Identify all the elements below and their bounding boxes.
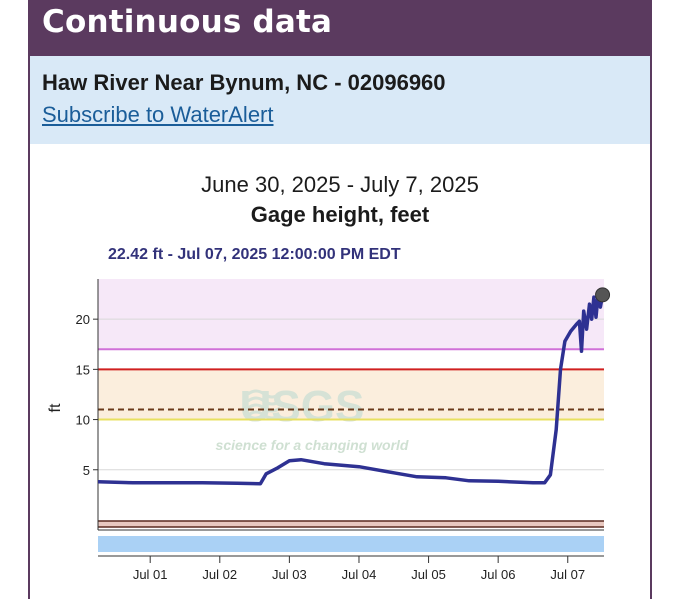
chart-tooltip: 22.42 ft - Jul 07, 2025 12:00:00 PM EDT	[108, 246, 401, 263]
chart-title: Gage height, feet	[250, 202, 430, 227]
latest-value-point	[595, 287, 611, 303]
usgs-watermark-wave	[247, 389, 281, 399]
gage-height-series-line	[97, 292, 605, 486]
panel-title: Continuous data	[42, 4, 333, 40]
x-tick-label-jul-03: Jul 03	[272, 567, 307, 582]
subscribe-wateralert-link[interactable]: Subscribe to WaterAlert	[42, 102, 274, 127]
y-tick-label-10: 10	[76, 413, 90, 428]
usgs-watermark-wave	[247, 396, 281, 406]
x-tick-label-jul-06: Jul 06	[481, 567, 516, 582]
lower-reference-band	[98, 521, 604, 527]
y-axis-label: ft	[47, 403, 64, 412]
chart-date-range: June 30, 2025 - July 7, 2025	[201, 172, 479, 197]
y-tick-label-5: 5	[83, 463, 90, 478]
y-tick-label-15: 15	[76, 362, 90, 377]
x-tick-label-jul-02: Jul 02	[202, 567, 237, 582]
x-tick-label-jul-05: Jul 05	[411, 567, 446, 582]
continuous-data-panel: Continuous data Haw River Near Bynum, NC…	[28, 0, 652, 599]
threshold-band-0	[98, 279, 604, 350]
threshold-band-2	[98, 369, 604, 420]
y-tick-label-20: 20	[76, 312, 90, 327]
usgs-watermark-tagline: science for a changing world	[216, 437, 409, 453]
usgs-watermark-wave	[247, 410, 281, 420]
site-name: Haw River Near Bynum, NC - 02096960	[42, 70, 446, 95]
usgs-watermark-wave	[247, 403, 281, 413]
x-tick-label-jul-07: Jul 07	[550, 567, 585, 582]
threshold-band-1	[98, 349, 604, 370]
site-header: Haw River Near Bynum, NC - 02096960 Subs…	[30, 56, 650, 144]
approval-status-strip	[98, 536, 604, 552]
x-tick-label-jul-04: Jul 04	[342, 567, 377, 582]
x-tick-label-jul-01: Jul 01	[133, 567, 168, 582]
data-card: Haw River Near Bynum, NC - 02096960 Subs…	[30, 56, 650, 599]
